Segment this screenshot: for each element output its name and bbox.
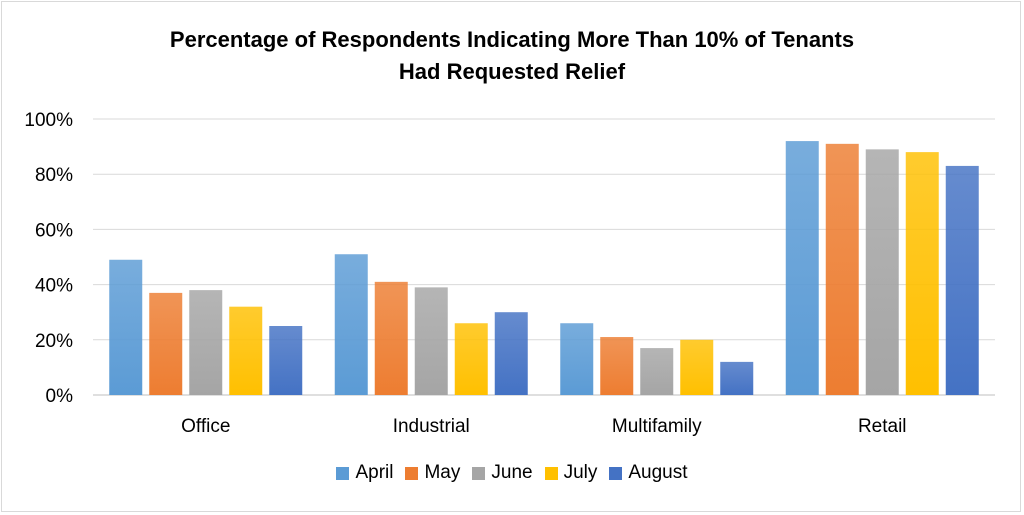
legend-swatch xyxy=(405,466,419,480)
bar-may-multifamily xyxy=(600,337,634,395)
legend-label: July xyxy=(563,462,598,483)
bar-april-office xyxy=(109,259,143,395)
legend-swatch xyxy=(472,466,486,480)
y-tick-label: 60% xyxy=(35,220,73,241)
legend-label: April xyxy=(355,462,394,483)
bar-june-office xyxy=(189,290,223,395)
bar-may-retail xyxy=(825,143,859,395)
legend-item-april: April xyxy=(336,462,393,484)
legend-swatch xyxy=(336,466,350,480)
chart-title: Percentage of Respondents Indicating Mor… xyxy=(0,24,1024,88)
bar-july-industrial xyxy=(454,323,488,395)
legend-swatch xyxy=(609,466,623,480)
bar-april-multifamily xyxy=(560,323,594,395)
bar-may-office xyxy=(149,292,183,395)
legend-label: June xyxy=(491,462,533,483)
y-tick-label: 40% xyxy=(35,276,73,297)
chart-title-line-1: Percentage of Respondents Indicating Mor… xyxy=(169,27,855,52)
bar-august-industrial xyxy=(494,312,528,395)
y-tick-label: 20% xyxy=(35,331,73,352)
legend-item-july: July xyxy=(544,462,598,484)
chart-legend: April May June July August xyxy=(0,462,1024,484)
bar-august-retail xyxy=(945,165,979,395)
bar-august-multifamily xyxy=(720,361,754,395)
bar-july-multifamily xyxy=(680,339,714,395)
legend-item-june: June xyxy=(472,462,533,484)
legend-swatch xyxy=(544,466,558,480)
bar-august-office xyxy=(269,326,303,395)
bar-april-retail xyxy=(785,141,819,395)
y-tick-label: 80% xyxy=(35,165,73,186)
bar-may-industrial xyxy=(374,281,408,395)
y-tick-label: 100% xyxy=(24,110,73,131)
chart-title-line-2: Had Requested Relief xyxy=(398,59,626,84)
x-tick-label: Multifamily xyxy=(612,416,702,437)
bar-june-retail xyxy=(865,149,899,395)
bar-july-retail xyxy=(905,152,939,395)
bar-june-industrial xyxy=(414,287,448,395)
legend-label: May xyxy=(424,462,461,483)
x-tick-label: Office xyxy=(181,416,230,437)
legend-item-may: May xyxy=(405,462,460,484)
bar-july-office xyxy=(229,306,263,395)
legend-item-august: August xyxy=(609,462,688,484)
x-tick-label: Industrial xyxy=(393,416,470,437)
bar-april-industrial xyxy=(334,254,368,395)
legend-label: August xyxy=(628,462,688,483)
y-tick-label: 0% xyxy=(46,386,74,407)
x-tick-label: Retail xyxy=(858,416,907,437)
bar-june-multifamily xyxy=(640,348,674,395)
